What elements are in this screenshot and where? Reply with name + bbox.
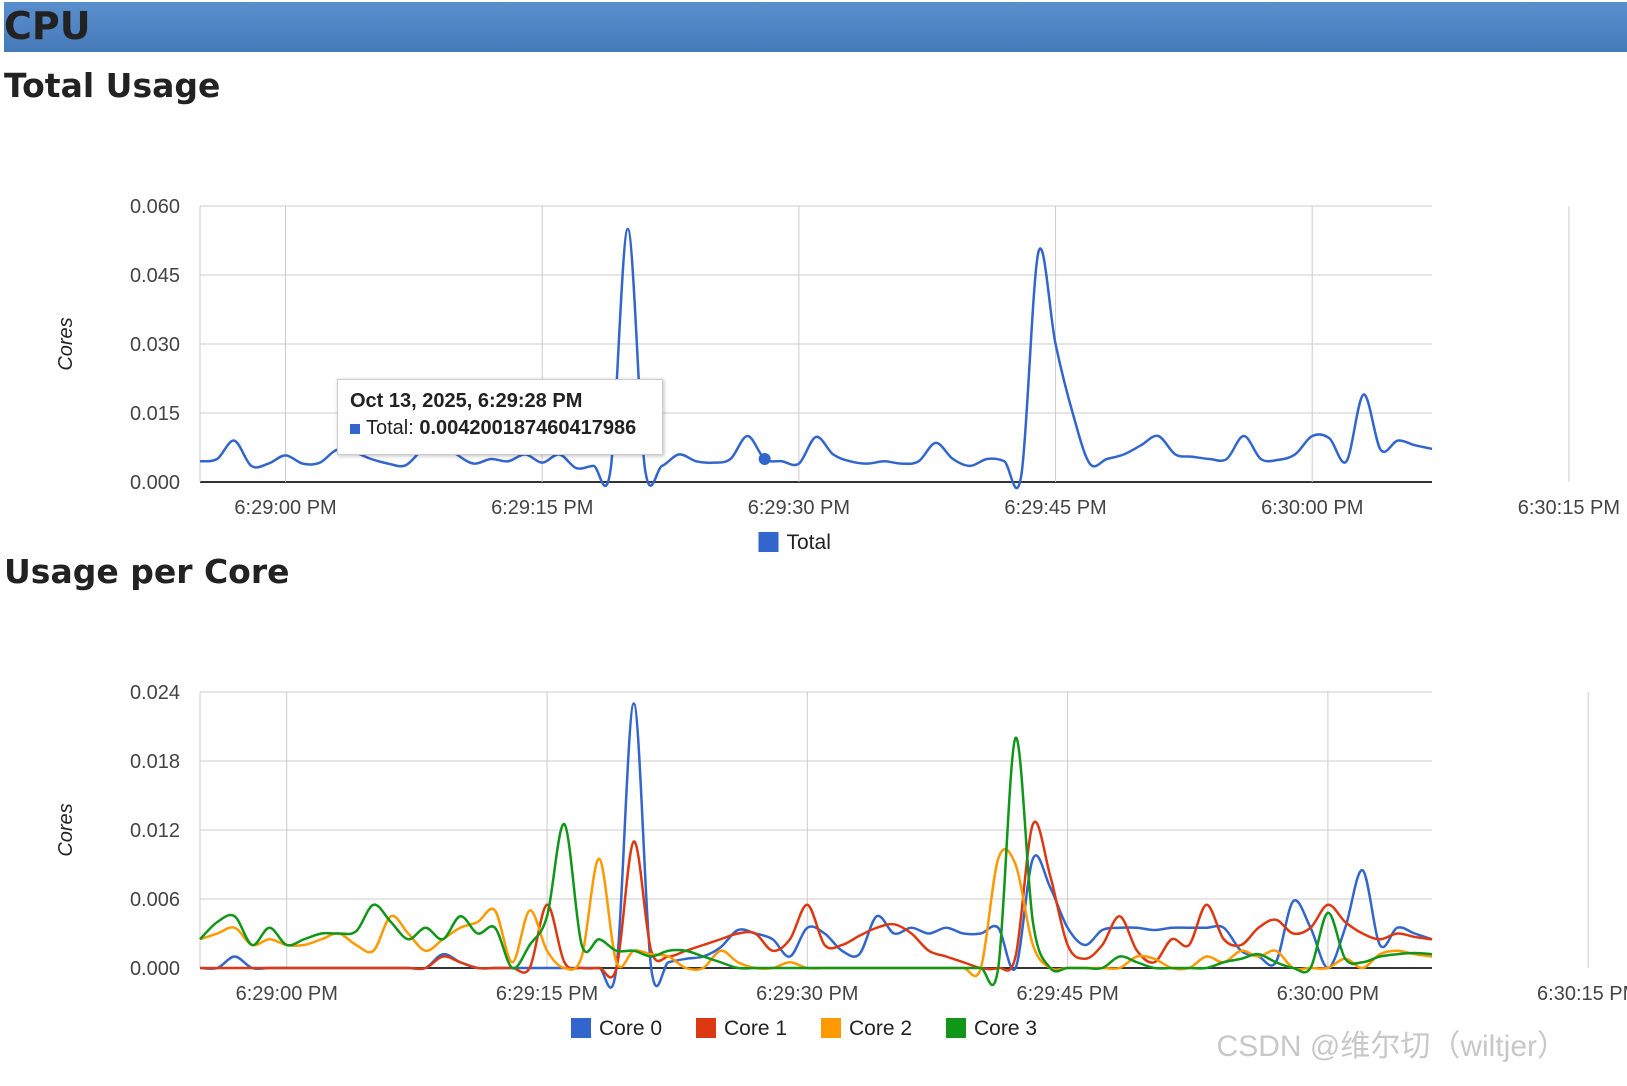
series-line-core-3 (199, 736, 1433, 987)
y-axis-label: Cores (55, 317, 77, 370)
hover-point (758, 453, 771, 465)
y-tick-label: 0.060 (130, 196, 180, 218)
series-line-core-0 (199, 702, 1433, 989)
x-tick-label: 6:29:15 PM (496, 983, 598, 1005)
legend-swatch (821, 1018, 841, 1038)
page-title: CPU (4, 4, 91, 48)
x-tick-label: 6:30:15 PM (1537, 983, 1627, 1005)
legend-swatch (758, 532, 779, 552)
x-tick-label: 6:29:45 PM (1016, 983, 1118, 1005)
legend-swatch (946, 1018, 966, 1038)
legend-swatch (696, 1018, 716, 1038)
total-usage-chart[interactable]: 0.060 0.045 0.030 0.015 0.000 6:29:00 PM 6:29:… (0, 180, 1627, 600)
x-tick-label: 6:29:30 PM (748, 497, 850, 519)
series-line-total (199, 227, 1433, 490)
legend-label: Core 3 (974, 1017, 1037, 1040)
per-core-title: Usage per Core (4, 552, 290, 591)
x-tick-label: 6:29:00 PM (236, 983, 338, 1005)
x-tick-label: 6:30:00 PM (1277, 983, 1379, 1005)
total-usage-title: Total Usage (4, 66, 221, 105)
x-tick-label: 6:30:15 PM (1518, 497, 1620, 519)
y-tick-label: 0.012 (130, 820, 180, 842)
tooltip-value: 0.004200187460417986 (419, 417, 637, 439)
y-tick-label: 0.015 (130, 403, 180, 425)
y-tick-label: 0.030 (130, 334, 180, 356)
tooltip-row: Total: 0.004200187460417986 (350, 417, 636, 440)
y-tick-label: 0.045 (130, 265, 180, 287)
legend-label: Core 0 (599, 1017, 662, 1040)
y-axis-label: Cores (55, 803, 77, 856)
x-tick-label: 6:29:30 PM (756, 983, 858, 1005)
legend-label: Core 2 (849, 1017, 912, 1040)
y-tick-label: 0.018 (130, 751, 180, 773)
x-tick-label: 6:29:00 PM (234, 497, 336, 519)
x-tick-label: 6:29:15 PM (491, 497, 593, 519)
tooltip-label: Total: (366, 417, 414, 439)
y-tick-label: 0.006 (130, 889, 180, 911)
tooltip-swatch (350, 424, 360, 434)
chart-tooltip: Oct 13, 2025, 6:29:28 PM Total: 0.004200… (337, 379, 663, 455)
y-tick-label: 0.000 (130, 958, 180, 980)
per-core-chart[interactable]: 0.024 0.018 0.012 0.006 0.000 6:29:00 PM 6:29:… (0, 666, 1627, 1086)
watermark: CSDN @维尔切（wiltjer） (1216, 1030, 1567, 1063)
legend-label: Core 1 (724, 1017, 787, 1040)
header-bar (4, 2, 1627, 52)
y-tick-label: 0.000 (130, 472, 180, 494)
series-line-core-1 (200, 820, 1433, 979)
x-tick-label: 6:29:45 PM (1004, 497, 1106, 519)
legend-swatch (571, 1018, 591, 1038)
legend-label: Total (787, 531, 831, 554)
tooltip-date: Oct 13, 2025, 6:29:28 PM (350, 390, 583, 412)
y-tick-label: 0.024 (130, 682, 180, 704)
x-tick-label: 6:30:00 PM (1261, 497, 1363, 519)
